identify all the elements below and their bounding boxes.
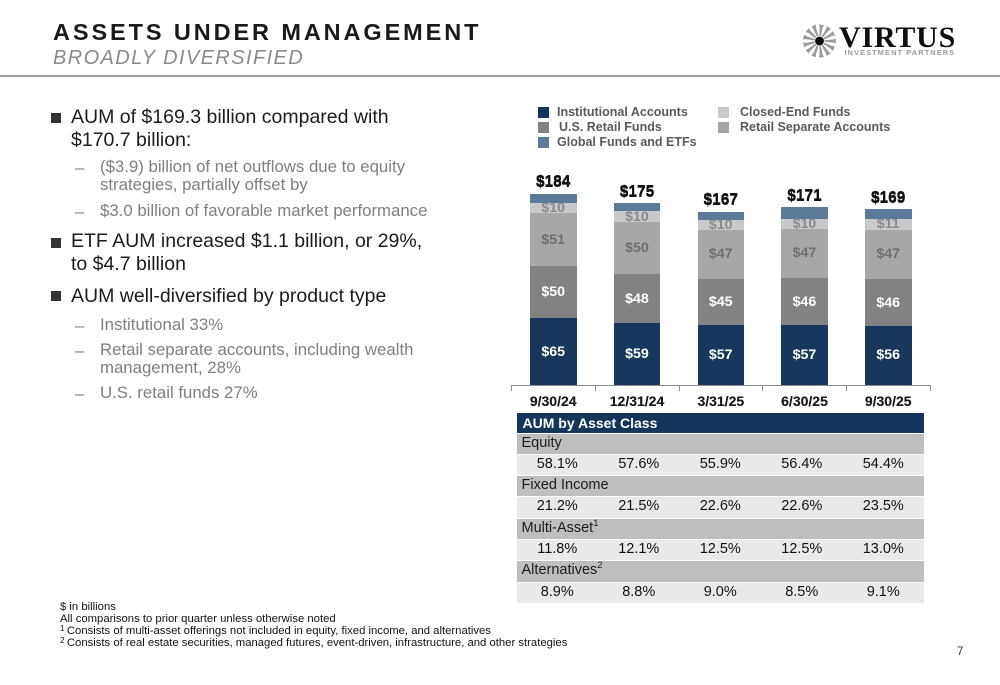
svg-text:INVESTMENT PARTNERS: INVESTMENT PARTNERS <box>845 48 956 57</box>
svg-text:VIRTUS: VIRTUS <box>839 23 956 54</box>
